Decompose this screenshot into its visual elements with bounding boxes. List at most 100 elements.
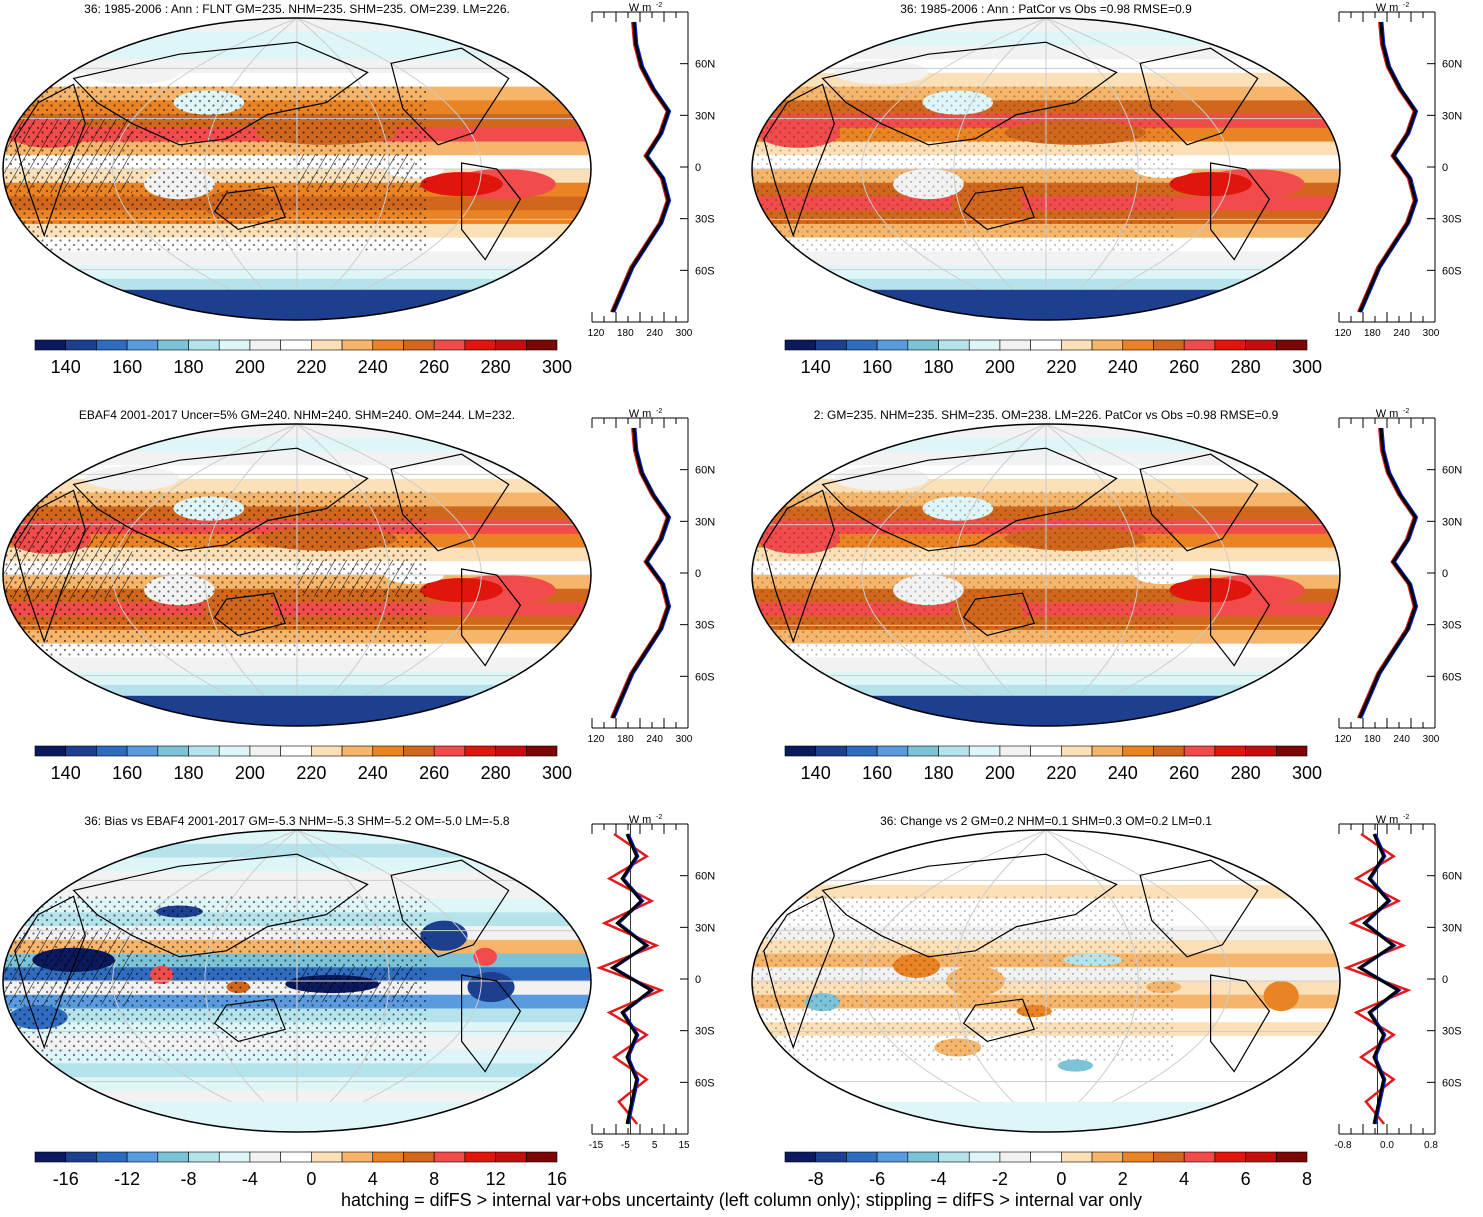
colorbar-label: 8	[429, 1169, 439, 1189]
profile-x-label: 0.0	[1380, 1140, 1394, 1151]
coastline	[213, 998, 287, 1043]
colorbar-swatch	[126, 1151, 159, 1163]
colorbar-swatch	[188, 1151, 220, 1163]
profile-unit-exponent: -2	[656, 408, 662, 415]
coastline	[1210, 162, 1271, 261]
graticule-lon	[861, 424, 1047, 726]
colorbar-swatch	[968, 1151, 1001, 1163]
colorbar-label: 300	[542, 763, 572, 783]
coastline	[1210, 568, 1271, 667]
profile-lat-label: 30S	[1442, 620, 1462, 632]
colorbar-swatch	[1275, 339, 1308, 351]
field-blob	[85, 466, 180, 491]
colorbar-swatch	[65, 745, 97, 757]
colorbar-label: 300	[1292, 357, 1322, 377]
profile-x-label: 180	[1364, 328, 1381, 339]
panel-p3: EBAF4 2001-2017 Uncer=5% GM=240. NHM=240…	[2, 408, 715, 783]
map-border	[2, 829, 592, 1133]
colorbar-swatch	[525, 339, 558, 351]
zonal-profile: W m -2 60N 30N 0 30S 60S 120 180 240 300	[588, 2, 716, 339]
profile-x-label: 120	[1335, 734, 1352, 745]
hatching	[3, 523, 133, 600]
profile-lat-label: 60S	[695, 1077, 715, 1089]
colorbar-swatch	[1153, 745, 1185, 757]
colorbar-swatch	[1183, 745, 1216, 757]
colorbar-swatch	[433, 745, 466, 757]
profile-unit-exponent: -2	[1403, 408, 1409, 415]
colorbar-swatch	[1061, 1151, 1093, 1163]
profile-unit: W m	[1376, 2, 1399, 14]
coastline	[72, 447, 369, 552]
profile-x-label: 120	[1335, 328, 1352, 339]
profile-x-label: 240	[1393, 734, 1410, 745]
colorbar-label: 180	[924, 357, 954, 377]
profile-line-mean	[611, 21, 670, 313]
colorbar-swatch	[999, 745, 1031, 757]
map-border	[2, 423, 592, 727]
colorbar-swatch	[938, 1151, 970, 1163]
antarctica	[752, 289, 1340, 320]
colorbar-swatch	[784, 339, 817, 351]
profile-line-mean	[1358, 427, 1417, 719]
panel-p2: 36: 1985-2006 : Ann : PatCor vs Obs =0.9…	[751, 2, 1462, 377]
colorbar-label: 160	[112, 357, 142, 377]
field-blob	[467, 971, 515, 1003]
colorbar-label: -12	[114, 1169, 140, 1189]
graticule-lon	[296, 424, 390, 726]
graticule-lon	[296, 18, 390, 320]
zonal-profile: W m -2 60N 30N 0 30S 60S -15 -5 5 15	[589, 814, 715, 1151]
colorbar-label: 240	[1108, 763, 1138, 783]
coastline	[1139, 859, 1259, 958]
profile-lat-label: 0	[695, 974, 701, 986]
colorbar-swatch	[876, 1151, 909, 1163]
profile-lat-label: 60S	[1442, 1077, 1462, 1089]
colorbar-swatch	[907, 1151, 939, 1163]
colorbar-swatch	[218, 339, 251, 351]
colorbar-swatch	[34, 745, 67, 757]
profile-lat-label: 60N	[1442, 465, 1462, 477]
coastline	[461, 974, 522, 1073]
graticule-lon	[112, 18, 298, 320]
colorbar-swatch	[218, 745, 251, 757]
colorbar-label: 2	[1118, 1169, 1128, 1189]
coastline	[461, 162, 522, 261]
colorbar-label: 180	[174, 357, 204, 377]
colorbar-swatch	[341, 745, 374, 757]
profile-lat-label: 30N	[1442, 110, 1462, 122]
profile-lat-label: 60S	[1442, 671, 1462, 683]
panel-title: 36: Bias vs EBAF4 2001-2017 GM=-5.3 NHM=…	[84, 814, 510, 828]
profile-lat-label: 0	[1442, 162, 1448, 174]
colorbar-swatch	[280, 339, 312, 351]
profile-lat-label: 30N	[695, 922, 715, 934]
colorbar-label: 6	[1241, 1169, 1251, 1189]
profile-x-label: 180	[617, 328, 634, 339]
colorbar-swatch	[188, 745, 220, 757]
colorbar-swatch	[403, 1151, 435, 1163]
colorbar-swatch	[1091, 1151, 1124, 1163]
stippling	[752, 896, 1176, 1063]
profile-lat-label: 0	[1442, 568, 1448, 580]
coastline	[821, 447, 1118, 552]
colorbar-swatch	[1030, 1151, 1062, 1163]
profile-line-model	[1357, 21, 1416, 313]
colorbar-swatch	[34, 1151, 67, 1163]
colorbar-swatch	[1183, 339, 1216, 351]
colorbar-label: 220	[1046, 357, 1076, 377]
colorbar-swatch	[1061, 745, 1093, 757]
colorbar-swatch	[341, 339, 374, 351]
panel-p5: 36: Bias vs EBAF4 2001-2017 GM=-5.3 NHM=…	[2, 814, 715, 1189]
profile-lat-label: 0	[695, 568, 701, 580]
profile-unit-exponent: -2	[1403, 2, 1409, 9]
colorbar-swatch	[65, 1151, 97, 1163]
coastline	[390, 47, 510, 146]
colorbar-label: 280	[481, 763, 511, 783]
colorbar-swatch	[815, 339, 847, 351]
colorbar-swatch	[876, 339, 909, 351]
graticule-lon	[953, 830, 1047, 1132]
colorbar-swatch	[846, 1151, 878, 1163]
colorbar-swatch	[1245, 1151, 1277, 1163]
profile-line-model	[610, 21, 669, 313]
graticule-lon	[1045, 830, 1231, 1132]
graticule-lon	[112, 424, 298, 726]
colorbar-label: 200	[235, 763, 265, 783]
